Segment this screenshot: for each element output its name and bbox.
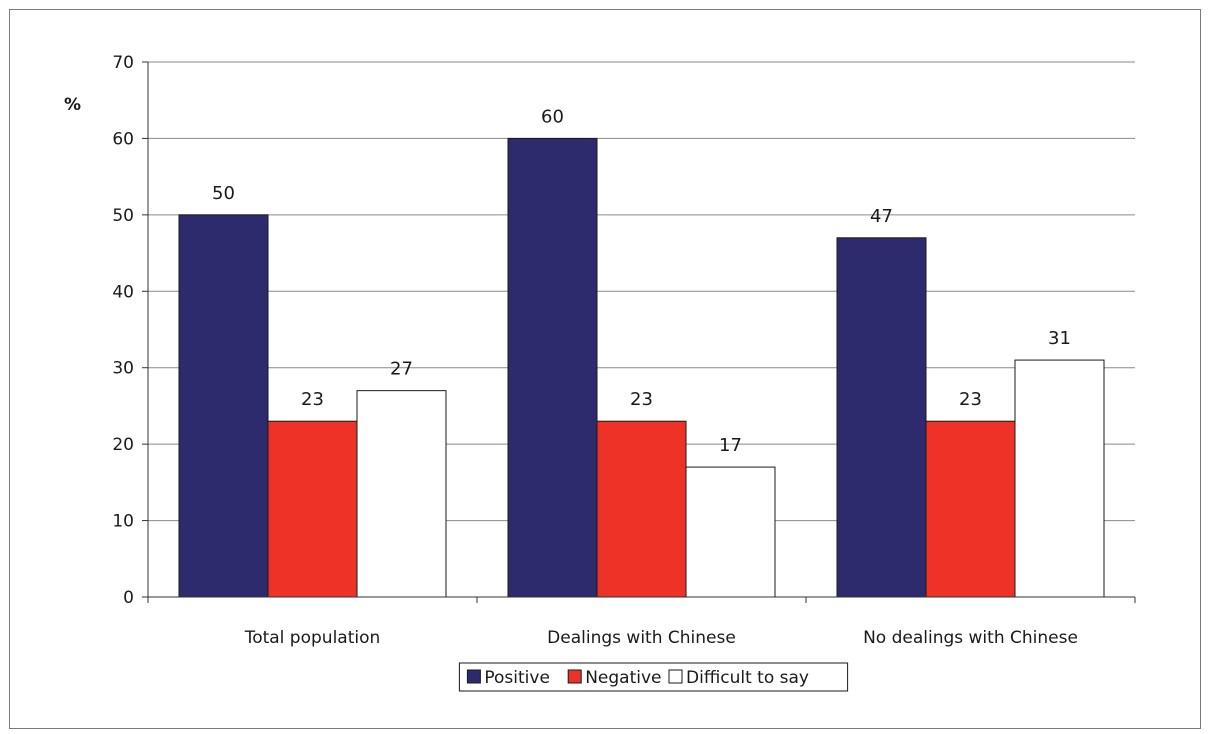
data-label: 50 — [212, 183, 235, 204]
data-label: 23 — [301, 389, 324, 410]
y-tick-label: 20 — [112, 435, 134, 455]
x-category-label: Total population — [244, 628, 381, 648]
bar-negative — [925, 420, 1016, 598]
legend-box — [458, 662, 849, 692]
bars — [178, 137, 1105, 598]
legend-label: Positive — [484, 668, 550, 688]
legend: Positive Negative Difficult to say — [458, 662, 849, 692]
y-tick-label: 10 — [112, 512, 134, 532]
legend-label: Negative — [585, 668, 661, 688]
data-label: 31 — [1048, 328, 1071, 349]
data-label: 27 — [390, 359, 413, 380]
y-tick-label: 40 — [112, 282, 134, 302]
bar-negative — [596, 420, 687, 598]
data-label: 23 — [959, 389, 982, 410]
x-category-label: Dealings with Chinese — [547, 628, 736, 648]
y-tick-label: 60 — [112, 129, 134, 149]
bar-difficult-to-say — [356, 390, 447, 598]
legend-swatch — [567, 669, 582, 684]
x-category-label: No dealings with Chinese — [863, 628, 1078, 648]
bar-positive — [836, 237, 927, 598]
data-label: 17 — [719, 435, 742, 456]
y-axis-unit-label: % — [64, 95, 81, 115]
axes: % 0 10 20 30 40 50 60 70 Total population Dealing… — [64, 53, 1136, 648]
bar-difficult-to-say — [685, 466, 776, 598]
y-tick-label: 70 — [112, 53, 134, 73]
legend-swatch — [466, 669, 481, 684]
data-label: 23 — [630, 389, 653, 410]
y-tick-label: 0 — [123, 588, 134, 608]
data-label: 60 — [541, 106, 564, 127]
y-tick-label: 30 — [112, 359, 134, 379]
y-tick-label: 50 — [112, 206, 134, 226]
bar-difficult-to-say — [1014, 359, 1105, 598]
legend-label: Difficult to say — [686, 668, 809, 688]
bar-negative — [267, 420, 358, 598]
data-labels: 50 23 27 60 23 17 47 23 31 — [212, 106, 1071, 456]
bar-positive — [178, 214, 269, 598]
data-label: 47 — [870, 206, 893, 227]
legend-swatch — [668, 669, 683, 684]
bar-positive — [507, 137, 598, 598]
